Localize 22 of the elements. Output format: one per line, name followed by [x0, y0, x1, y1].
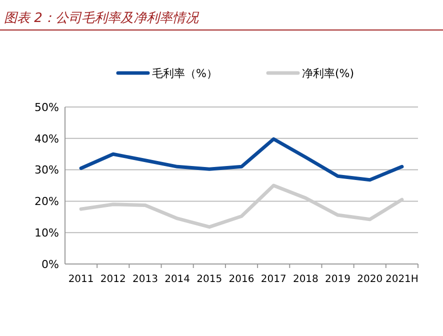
legend-label: 净利率(%) — [302, 66, 354, 80]
y-tick-label: 20% — [34, 195, 59, 208]
x-tick-label: 2017 — [260, 274, 286, 285]
line-series — [79, 184, 404, 229]
chart-title: 图表 2：公司毛利率及净利率情况 — [4, 10, 200, 26]
x-tick-label: 2014 — [164, 274, 190, 285]
x-tick-label: 2020 — [357, 274, 383, 285]
line-series — [79, 137, 404, 182]
x-tick-label: 2011 — [68, 274, 94, 285]
y-tick-label: 30% — [34, 164, 59, 177]
x-tick-label: 2019 — [325, 274, 350, 285]
legend-label: 毛利率（%） — [152, 66, 218, 80]
x-tick-label: 2013 — [132, 274, 158, 285]
y-tick-label: 10% — [34, 226, 59, 240]
x-tick-label: 2018 — [292, 274, 318, 285]
x-tick-label: 2012 — [100, 274, 126, 285]
x-tick-label: 2021H — [385, 274, 418, 285]
y-tick-label: 40% — [34, 132, 59, 146]
y-tick-label: 50% — [34, 100, 59, 114]
x-tick-label: 2016 — [228, 274, 254, 285]
x-tick-label: 2015 — [196, 274, 222, 285]
y-tick-label: 0% — [42, 258, 59, 271]
